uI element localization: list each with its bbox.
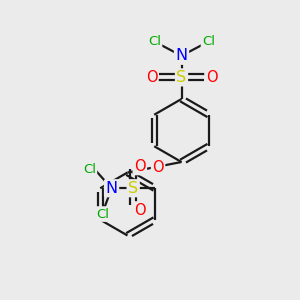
- Text: O: O: [134, 159, 146, 174]
- Text: O: O: [206, 70, 217, 85]
- Text: O: O: [146, 70, 157, 85]
- Text: N: N: [176, 48, 188, 63]
- Text: O: O: [152, 160, 164, 175]
- Text: O: O: [134, 203, 146, 218]
- Text: N: N: [106, 181, 118, 196]
- Text: Cl: Cl: [96, 208, 109, 220]
- Text: Cl: Cl: [83, 163, 96, 176]
- Text: Cl: Cl: [202, 35, 215, 49]
- Text: Cl: Cl: [148, 35, 161, 49]
- Text: S: S: [176, 70, 187, 85]
- Text: S: S: [128, 181, 138, 196]
